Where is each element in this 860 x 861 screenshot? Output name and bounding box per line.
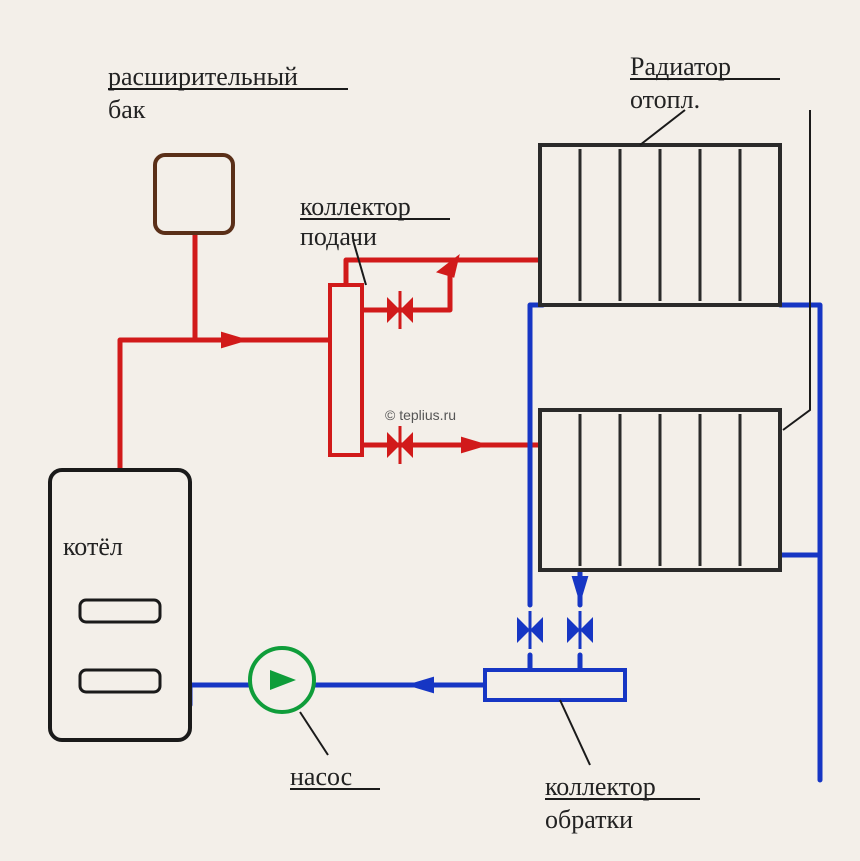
label-radiator-2: отопл.: [630, 85, 700, 114]
return-manifold: [485, 670, 625, 700]
label-pump: насос: [290, 762, 352, 791]
label-return-manifold-2: обратки: [545, 805, 633, 834]
label-expansion-tank-2: бак: [108, 95, 146, 124]
heating-diagram: расширительныйбакколлекторподачиРадиатор…: [0, 0, 860, 861]
label-return-manifold: коллектор: [545, 772, 656, 801]
label-boiler: котёл: [63, 532, 123, 561]
watermark: © teplius.ru: [385, 407, 456, 423]
expansion-tank: [155, 155, 233, 233]
boiler: [50, 470, 190, 740]
label-supply-manifold: коллектор: [300, 192, 411, 221]
label-radiator: Радиатор: [630, 52, 731, 81]
label-supply-manifold-2: подачи: [300, 222, 377, 251]
supply-manifold: [330, 285, 362, 455]
label-expansion-tank: расширительный: [108, 62, 298, 91]
